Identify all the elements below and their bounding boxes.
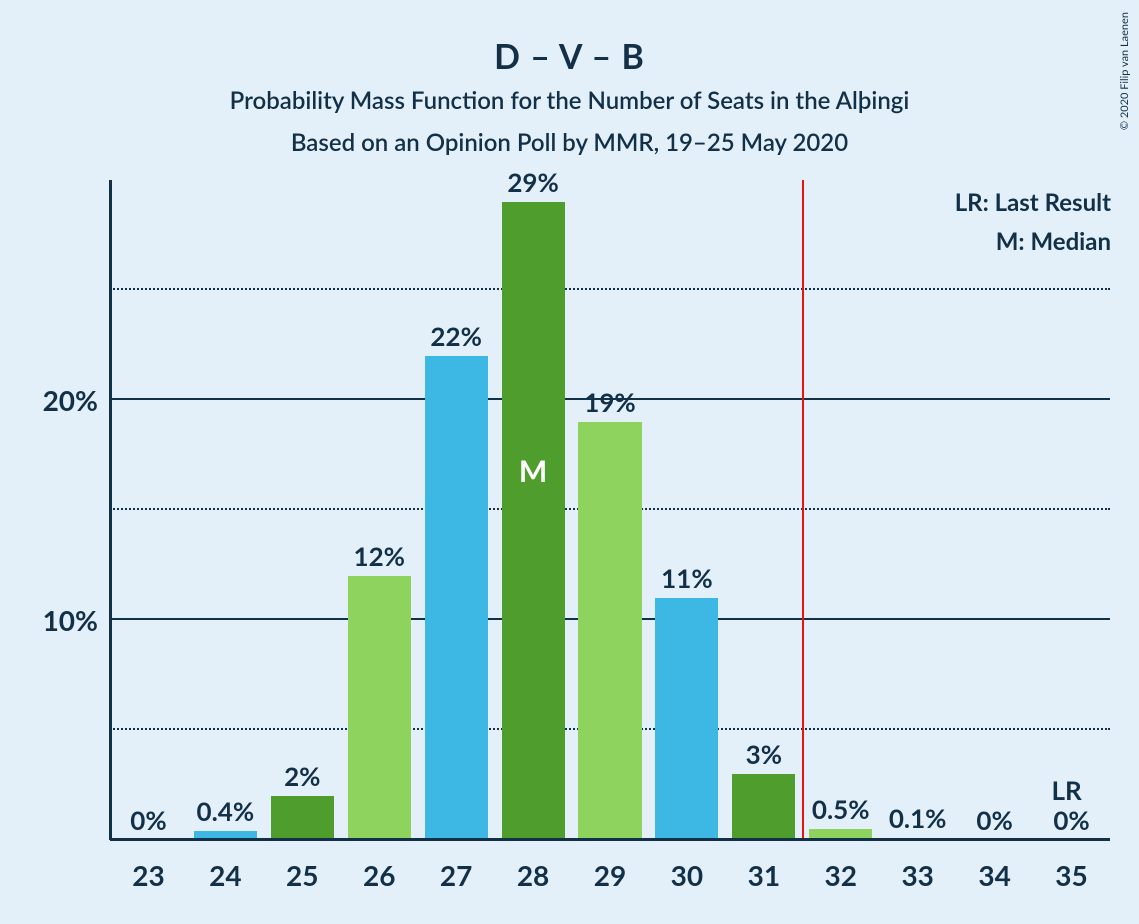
bar-value-label: 12% [353,540,404,576]
bar-value-label: 0.1% [889,802,947,838]
x-axis-label: 35 [1055,840,1087,892]
bar: 2% [271,796,334,840]
bar: 22% [425,356,488,840]
bar-value-label: 29% [507,166,558,202]
bar: 3% [732,774,795,840]
x-axis-label: 30 [671,840,703,892]
y-axis [109,180,112,840]
bar-value-label: 0% [1053,804,1089,840]
x-axis-label: 26 [363,840,395,892]
x-axis-label: 23 [132,840,164,892]
x-axis-label: 24 [209,840,241,892]
x-axis-label: 27 [440,840,472,892]
bar-value-label: 22% [430,320,481,356]
lr-mark: LR [1052,774,1082,806]
gridline-minor [110,288,1110,290]
median-mark: M [519,453,547,489]
chart-subtitle-1: Probability Mass Function for the Number… [0,86,1139,115]
chart-plot-area: 10%20%0%230.4%242%2512%2622%2729%M2819%2… [110,180,1110,840]
chart-subtitle-2: Based on an Opinion Poll by MMR, 19–25 M… [0,128,1139,157]
bar-value-label: 0% [976,804,1012,840]
bar: 12% [348,576,411,840]
x-axis-label: 25 [286,840,318,892]
bar: 11% [655,598,718,840]
x-axis [110,838,1110,841]
bar: 29%M [502,202,565,840]
bar-value-label: 0% [130,804,166,840]
y-axis-label: 10% [43,603,110,637]
x-axis-label: 33 [901,840,933,892]
x-axis-label: 32 [825,840,857,892]
x-axis-label: 31 [748,840,780,892]
bar-value-label: 0.5% [812,793,870,829]
lr-line [802,180,804,840]
bar-value-label: 2% [284,760,320,796]
bar-value-label: 19% [584,386,635,422]
bar-value-label: 0.4% [197,795,255,831]
bar-value-label: 11% [661,562,712,598]
bar: 19% [578,422,641,840]
y-axis-label: 20% [43,383,110,417]
x-axis-label: 29 [594,840,626,892]
bar-value-label: 3% [746,738,782,774]
x-axis-label: 34 [978,840,1010,892]
x-axis-label: 28 [517,840,549,892]
chart-title: D – V – B [0,36,1139,77]
